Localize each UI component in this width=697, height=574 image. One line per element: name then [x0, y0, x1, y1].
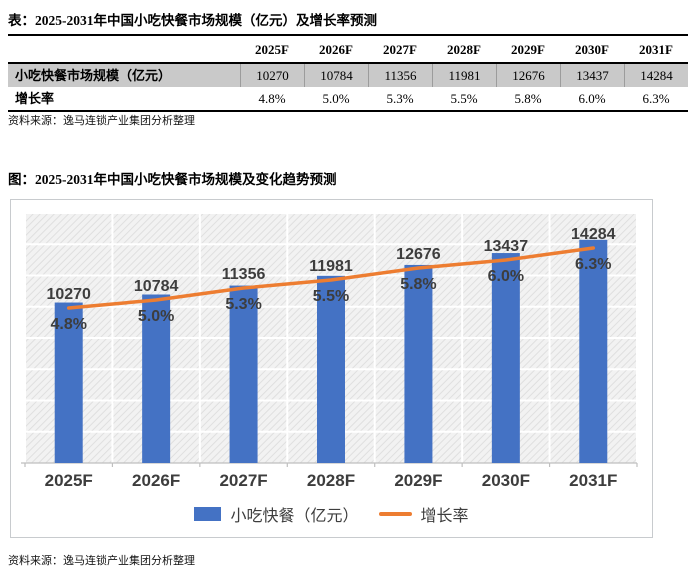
- bar-value-label: 12676: [396, 246, 441, 263]
- bar-value-label: 13437: [484, 238, 529, 255]
- table-cell: 11981: [432, 64, 496, 87]
- table-corner-cell: [8, 36, 240, 62]
- bar-value-label: 11981: [309, 258, 353, 275]
- table-column-header: 2029F: [511, 41, 545, 57]
- bar-value-label: 10784: [134, 278, 179, 295]
- growth-value-label: 5.0%: [138, 308, 174, 325]
- growth-value-label: 5.8%: [400, 276, 436, 293]
- legend-line-swatch: [378, 512, 412, 516]
- table-column-header: 2031F: [639, 41, 673, 57]
- table-cell: 13437: [560, 64, 624, 87]
- legend-item: 增长率: [378, 502, 469, 526]
- table-cell: 10270: [240, 64, 304, 87]
- bar-2027F: [229, 285, 258, 463]
- table-row-growth-rate: 增长率 4.8% 5.0% 5.3% 5.5% 5.8% 6.0% 6.3%: [8, 87, 688, 110]
- table-cell: 12676: [496, 64, 560, 87]
- bar-value-label: 11356: [222, 266, 266, 283]
- table-cell: 10784: [304, 64, 368, 87]
- chart-title: 图：2025-2031年中国小吃快餐市场规模及变化趋势预测: [8, 172, 337, 187]
- growth-value-label: 6.3%: [575, 256, 611, 273]
- x-axis-label: 2031F: [569, 471, 617, 490]
- bar-2029F: [404, 264, 433, 463]
- table-column-header: 2028F: [447, 41, 481, 57]
- table-row-market-size: 小吃快餐市场规模（亿元） 10270 10784 11356 11981 12676 13…: [8, 64, 688, 87]
- x-axis-label: 2028F: [307, 471, 355, 490]
- table-column-header: 2026F: [319, 41, 353, 57]
- forecast-table: 2025F 2026F 2027F 2028F 2029F 2030F 2031F 小吃快餐…: [8, 34, 688, 112]
- table-cell: 5.5%: [450, 91, 478, 106]
- legend-label: 增长率: [420, 508, 469, 525]
- bar-2025F: [54, 302, 83, 463]
- x-axis-label: 2029F: [394, 471, 442, 490]
- bar-2028F: [317, 275, 345, 463]
- table-cell: 4.8%: [258, 91, 286, 106]
- table-source-note: 资料来源：逸马连锁产业集团分析整理: [8, 115, 195, 127]
- table-column-header: 2030F: [575, 41, 609, 57]
- table-cell: 14284: [624, 64, 688, 87]
- table-cell: 6.3%: [642, 91, 670, 106]
- table-header-row: 2025F 2026F 2027F 2028F 2029F 2030F 2031F: [8, 36, 688, 64]
- row-label-growth-rate: 增长率: [15, 91, 55, 106]
- chart-source-note: 资料来源：逸马连锁产业集团分析整理: [8, 555, 195, 567]
- growth-value-label: 6.0%: [488, 268, 524, 285]
- table-cell: 6.0%: [578, 91, 606, 106]
- table-cell: 5.8%: [514, 91, 542, 106]
- legend-label: 小吃快餐（亿元）: [230, 508, 359, 525]
- growth-value-label: 5.3%: [225, 296, 261, 313]
- row-label-market-size: 小吃快餐市场规模（亿元）: [15, 68, 172, 83]
- legend-bar-swatch: [194, 507, 222, 521]
- x-axis-label: 2027F: [219, 471, 267, 490]
- bar-2031F: [579, 239, 608, 463]
- chart-container: 10270 4.8% 2025F 10784 5.0% 2026F 11356 5.3% 202…: [10, 199, 653, 538]
- market-size-chart: 10270 4.8% 2025F 10784 5.0% 2026F 11356 5.3% 202…: [21, 212, 638, 490]
- bar-value-label: 10270: [46, 286, 91, 303]
- x-axis-label: 2030F: [482, 471, 530, 490]
- table-title: 表：2025-2031年中国小吃快餐市场规模（亿元）及增长率预测: [8, 13, 377, 28]
- growth-value-label: 4.8%: [50, 316, 86, 333]
- x-axis-label: 2025F: [45, 471, 93, 490]
- table-cell: 5.3%: [386, 91, 414, 106]
- bar-2026F: [142, 294, 171, 463]
- table-cell: 11356: [368, 64, 432, 87]
- chart-legend: 小吃快餐（亿元） 增长率: [11, 502, 652, 526]
- table-column-header: 2027F: [383, 41, 417, 57]
- legend-item: 小吃快餐（亿元）: [194, 502, 359, 526]
- bar-value-label: 14284: [571, 226, 616, 243]
- growth-value-label: 5.5%: [313, 288, 349, 305]
- x-axis-label: 2026F: [132, 471, 180, 490]
- growth-rate-line: [66, 246, 596, 310]
- table-cell: 5.0%: [322, 91, 350, 106]
- table-column-header: 2025F: [255, 41, 289, 57]
- bar-2030F: [491, 253, 520, 463]
